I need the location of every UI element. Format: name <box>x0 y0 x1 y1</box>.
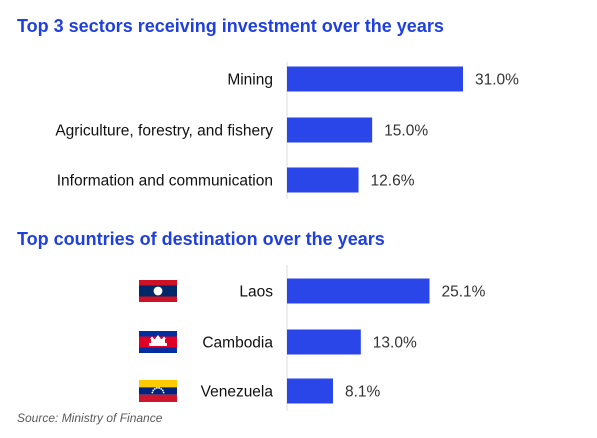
venezuela-flag-icon <box>139 380 177 402</box>
bar <box>287 278 430 304</box>
value-label: 31.0% <box>475 72 519 89</box>
cambodia-flag-icon <box>139 331 177 353</box>
bar <box>287 378 333 404</box>
value-label: 8.1% <box>345 384 381 401</box>
source-note: Source: Ministry of Finance <box>17 411 163 425</box>
category-label: Mining <box>227 72 273 89</box>
value-label: 13.0% <box>373 335 417 352</box>
chart-title-sectors: Top 3 sectors receiving investment over … <box>17 16 444 36</box>
bar <box>287 167 359 193</box>
bar <box>287 329 361 355</box>
value-label: 12.6% <box>371 173 415 190</box>
bar <box>287 117 373 143</box>
value-label: 25.1% <box>442 284 486 301</box>
category-label: Information and communication <box>57 173 273 190</box>
category-label: Laos <box>239 284 273 301</box>
category-label: Agriculture, forestry, and fishery <box>55 123 273 140</box>
category-label: Venezuela <box>201 384 274 401</box>
laos-flag-icon <box>139 280 177 302</box>
bar <box>287 66 463 92</box>
category-label: Cambodia <box>202 335 273 352</box>
chart-title-countries: Top countries of destination over the ye… <box>17 229 385 249</box>
value-label: 15.0% <box>384 123 428 140</box>
